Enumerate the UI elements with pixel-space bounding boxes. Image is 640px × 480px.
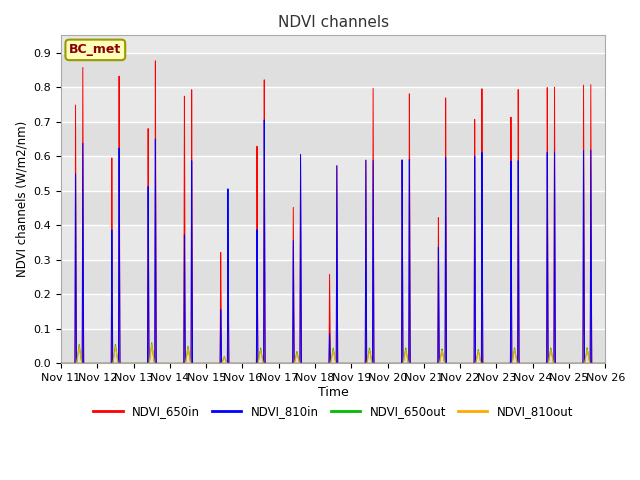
NDVI_650in	[600, 360, 607, 366]
NDVI_650out	[486, 360, 493, 366]
NDVI_810in	[260, 117, 268, 123]
Title: NDVI channels: NDVI channels	[278, 15, 388, 30]
NDVI_650out	[173, 360, 181, 366]
NDVI_650out	[408, 360, 416, 366]
NDVI_650out	[168, 360, 175, 366]
Bar	[61, 121, 605, 156]
Bar	[61, 329, 605, 363]
Line: NDVI_810out: NDVI_810out	[61, 345, 605, 363]
NDVI_810in	[600, 360, 607, 366]
NDVI_810out	[408, 360, 416, 366]
NDVI_650in	[152, 58, 159, 64]
X-axis label: Time: Time	[318, 386, 349, 399]
NDVI_650in	[168, 360, 175, 366]
NDVI_650in	[408, 360, 416, 366]
NDVI_810out	[486, 360, 493, 366]
NDVI_650in	[173, 360, 181, 366]
NDVI_810out	[173, 360, 181, 366]
NDVI_650in	[57, 360, 65, 366]
NDVI_810out	[602, 360, 609, 366]
NDVI_810out	[600, 360, 607, 366]
NDVI_810in	[261, 300, 269, 306]
NDVI_810out	[261, 360, 269, 366]
NDVI_650out	[600, 360, 607, 366]
NDVI_650out	[261, 360, 269, 366]
Line: NDVI_810in: NDVI_810in	[61, 120, 605, 363]
NDVI_650in	[602, 360, 609, 366]
Bar	[61, 191, 605, 225]
NDVI_650out	[57, 360, 65, 366]
NDVI_810in	[408, 360, 416, 366]
Line: NDVI_650out: NDVI_650out	[61, 343, 605, 363]
Bar	[61, 260, 605, 294]
NDVI_810in	[168, 360, 175, 366]
Text: BC_met: BC_met	[69, 43, 122, 56]
NDVI_810in	[57, 360, 65, 366]
NDVI_810out	[168, 360, 175, 366]
Legend: NDVI_650in, NDVI_810in, NDVI_650out, NDVI_810out: NDVI_650in, NDVI_810in, NDVI_650out, NDV…	[88, 401, 578, 423]
NDVI_650out	[148, 340, 156, 346]
NDVI_810out	[148, 342, 156, 348]
Line: NDVI_650in: NDVI_650in	[61, 61, 605, 363]
NDVI_650out	[602, 360, 609, 366]
Y-axis label: NDVI channels (W/m2/nm): NDVI channels (W/m2/nm)	[15, 121, 28, 277]
NDVI_650in	[486, 360, 493, 366]
NDVI_650in	[261, 290, 269, 296]
NDVI_810in	[486, 360, 493, 366]
NDVI_810in	[602, 360, 609, 366]
Bar	[61, 53, 605, 87]
NDVI_810out	[57, 360, 65, 366]
NDVI_810in	[173, 360, 181, 366]
